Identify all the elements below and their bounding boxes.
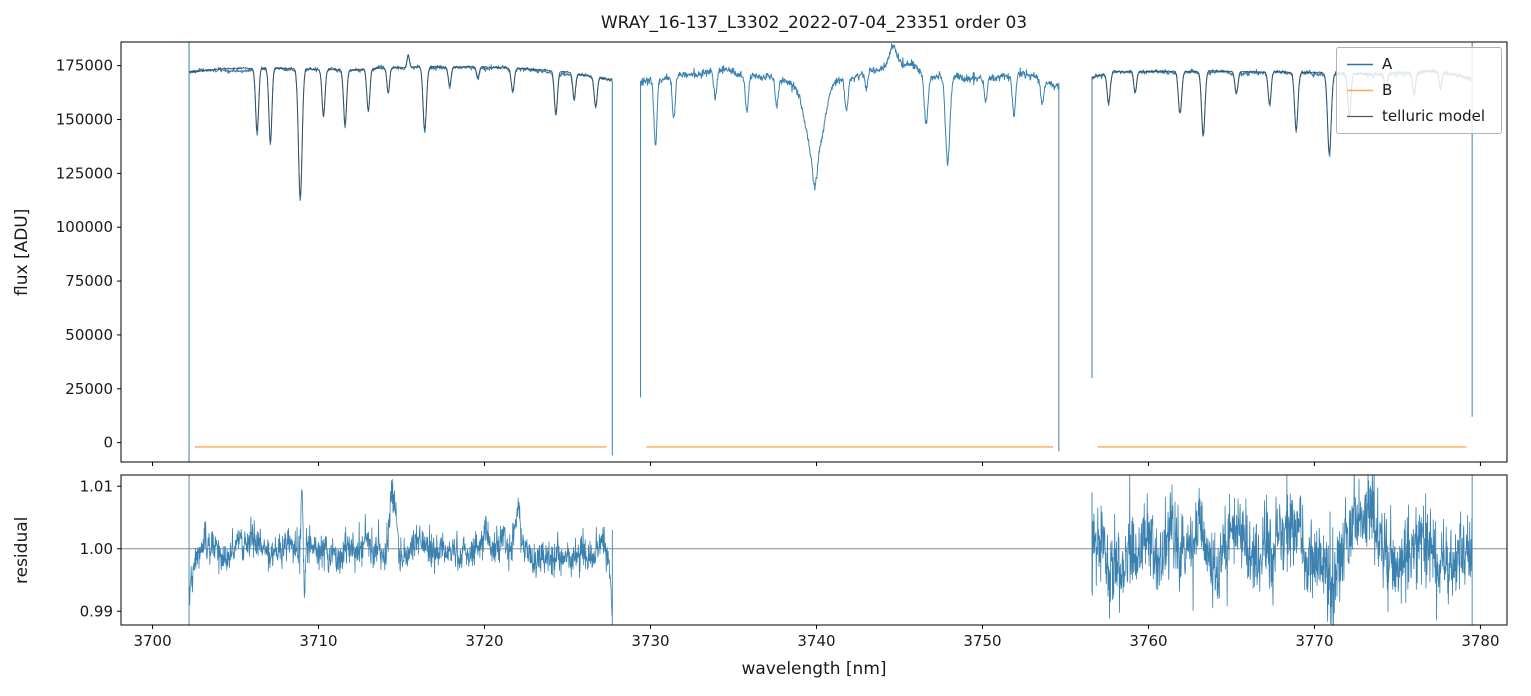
series-telluric-segment-0 bbox=[189, 54, 613, 197]
residual-panel-frame bbox=[120, 474, 1508, 626]
series-residual-segment-0 bbox=[188, 479, 613, 617]
y-tick-label: 25000 bbox=[65, 380, 113, 398]
series-A-segment-0 bbox=[188, 54, 613, 202]
y-tick-label: 175000 bbox=[56, 57, 113, 75]
chart-title: WRAY_16-137_L3302_2022-07-04_23351 order… bbox=[600, 13, 1028, 33]
legend-label-b: B bbox=[1382, 81, 1393, 99]
x-tick-label: 3760 bbox=[1129, 632, 1167, 650]
x-tick-label: 3750 bbox=[963, 632, 1001, 650]
y-tick-label: 150000 bbox=[56, 111, 113, 129]
legend-line-b-icon bbox=[1347, 89, 1373, 92]
x-tick-label: 3730 bbox=[631, 632, 669, 650]
y-tick-label: 50000 bbox=[65, 326, 113, 344]
x-tick-label: 3700 bbox=[133, 632, 171, 650]
legend-line-telluric-icon bbox=[1347, 115, 1373, 118]
y-tick-label: 100000 bbox=[56, 218, 113, 236]
y-tick-label: 0.99 bbox=[80, 602, 113, 620]
residual-axis-label: residual bbox=[12, 516, 32, 584]
y-tick-label: 1.00 bbox=[80, 540, 113, 558]
series-A-segment-1 bbox=[640, 43, 1060, 191]
series-residual-segment-2 bbox=[1091, 475, 1473, 625]
y-tick-label: 0 bbox=[103, 434, 113, 452]
x-tick-label: 3740 bbox=[797, 632, 835, 650]
x-tick-label: 3780 bbox=[1461, 632, 1499, 650]
legend-label-telluric: telluric model bbox=[1382, 107, 1486, 125]
legend-entry-b: B bbox=[1347, 81, 1491, 100]
wavelength-axis-label: wavelength [nm] bbox=[741, 659, 887, 679]
y-tick-label: 1.01 bbox=[80, 477, 113, 495]
legend-entry-telluric: telluric model bbox=[1347, 107, 1491, 126]
legend-entry-a: A bbox=[1347, 55, 1491, 74]
y-tick-label: 125000 bbox=[56, 164, 113, 182]
legend: A B telluric model bbox=[1336, 47, 1502, 134]
x-tick-label: 3720 bbox=[465, 632, 503, 650]
flux-axis-label: flux [ADU] bbox=[12, 208, 32, 296]
legend-line-a-icon bbox=[1347, 63, 1373, 66]
flux-panel-frame bbox=[120, 41, 1508, 463]
x-tick-label: 3770 bbox=[1295, 632, 1333, 650]
x-tick-label: 3710 bbox=[299, 632, 337, 650]
legend-label-a: A bbox=[1382, 55, 1393, 73]
y-tick-label: 75000 bbox=[65, 272, 113, 290]
